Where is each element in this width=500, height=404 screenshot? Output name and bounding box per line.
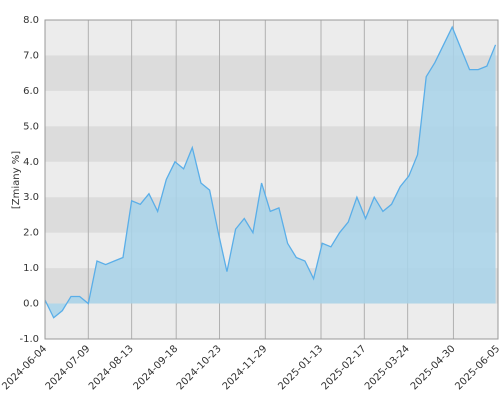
- line: [44, 25, 497, 319]
- x-tick-label: 2024-08-13: [87, 343, 136, 392]
- x-tick-label: 2025-02-17: [320, 343, 369, 392]
- x-tick-label: 2025-04-30: [409, 343, 458, 392]
- plot-border: [44, 19, 499, 340]
- x-tick-label: 2025-06-05: [453, 343, 500, 392]
- x-tick-label: 2024-06-04: [0, 343, 49, 392]
- y-tick-label: 4.0: [23, 157, 39, 168]
- y-tick-label: 8.0: [23, 15, 39, 26]
- x-tick-label: 2025-03-24: [363, 343, 412, 392]
- area-fill: [45, 27, 496, 318]
- x-tick-label: 2024-10-23: [175, 343, 224, 392]
- band: [45, 55, 498, 91]
- x-tick-label: 2024-11-29: [221, 343, 270, 392]
- y-tick-label: 1.0: [23, 263, 39, 274]
- x-tick-label: 2025-01-13: [276, 343, 325, 392]
- y-tick-label: -1.0: [19, 334, 39, 345]
- y-tick-label: 0.0: [23, 299, 39, 310]
- y-tick-label: 6.0: [23, 86, 39, 97]
- x-tick-label: 2024-07-09: [44, 343, 93, 392]
- y-tick-label: 3.0: [23, 192, 39, 203]
- y-tick-label: 5.0: [23, 121, 39, 132]
- x-tick-label: 2024-09-18: [132, 343, 181, 392]
- y-axis-label: [Zmiany %]: [11, 151, 22, 209]
- y-tick-label: 2.0: [23, 228, 39, 239]
- y-tick-label: 7.0: [23, 50, 39, 61]
